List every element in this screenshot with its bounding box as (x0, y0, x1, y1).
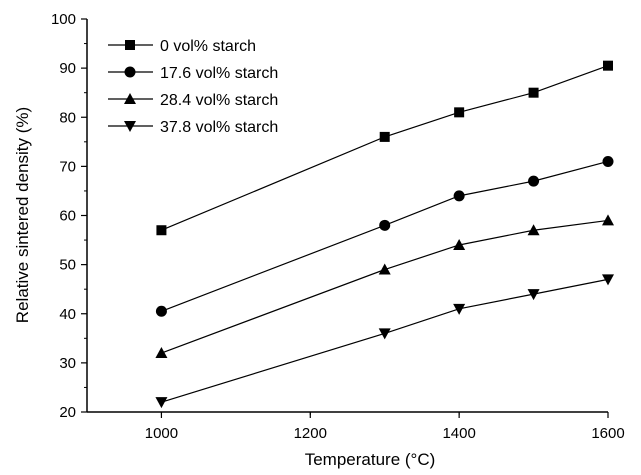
data-point (602, 214, 614, 226)
legend-marker (125, 40, 135, 50)
legend-label: 17.6 vol% starch (160, 65, 278, 82)
legend-label: 28.4 vol% starch (160, 92, 278, 109)
y-tick-label: 30 (59, 355, 76, 372)
legend-marker (124, 121, 136, 132)
data-point (155, 305, 167, 317)
data-point (603, 60, 613, 71)
data-point (453, 190, 465, 202)
y-axis-title: Relative sintered density (%) (13, 107, 32, 323)
y-tick-label: 50 (59, 257, 76, 274)
data-point (453, 238, 466, 250)
legend-marker (124, 93, 136, 104)
data-point (528, 87, 539, 98)
y-tick-label: 100 (51, 11, 76, 28)
data-point (527, 289, 540, 301)
plot-area: 20 30 40 50 60 70 80 90 100 1000 1200 1400 1600 0 vol… (51, 11, 625, 442)
legend-label: 0 vol% starch (160, 38, 256, 55)
y-tick-label: 20 (59, 404, 76, 421)
data-point (528, 175, 540, 187)
x-tick-label: 1000 (145, 425, 178, 442)
y-tick-label: 70 (59, 158, 76, 175)
data-point (602, 274, 614, 286)
data-point (602, 155, 614, 167)
data-point (379, 219, 391, 231)
x-tick-label: 1200 (294, 425, 327, 442)
data-point (155, 397, 168, 409)
legend-label: 37.8 vol% starch (160, 119, 278, 136)
y-tick-label: 90 (59, 60, 76, 77)
y-tick-label: 40 (59, 306, 76, 323)
data-point (156, 225, 167, 236)
data-point (453, 303, 466, 315)
data-point (454, 107, 465, 118)
data-point (527, 224, 540, 236)
legend-marker (124, 66, 136, 78)
y-tick-label: 60 (59, 208, 76, 225)
y-tick-label: 80 (59, 109, 76, 126)
data-point (155, 347, 168, 359)
x-tick-label: 1400 (442, 425, 475, 442)
series-line-1 (161, 65, 609, 231)
data-point (378, 263, 391, 275)
x-tick-label: 1600 (591, 425, 624, 442)
x-axis-title: Temperature (°C) (305, 450, 436, 469)
data-point (379, 131, 390, 142)
series-line-4 (161, 278, 609, 403)
series-line-2 (161, 160, 609, 312)
data-point (378, 328, 391, 340)
